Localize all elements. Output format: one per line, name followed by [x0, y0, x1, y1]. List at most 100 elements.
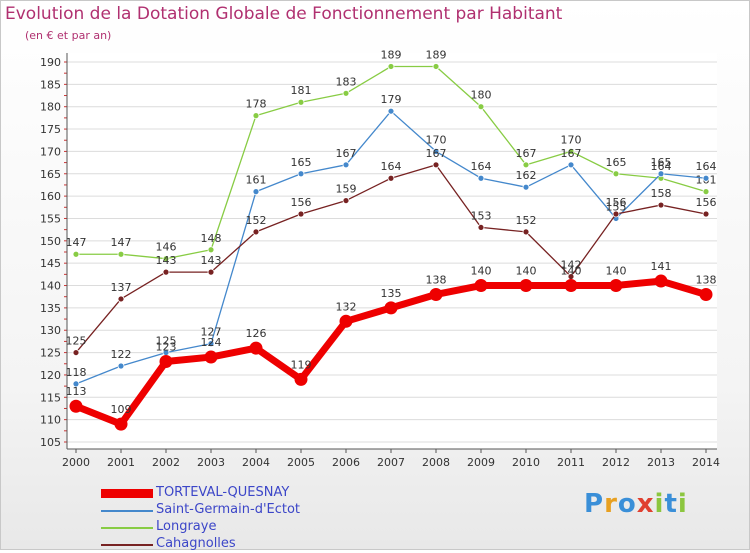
- data-label-cahagnolles: 137: [111, 281, 132, 294]
- data-point-torteval-quesnay: [609, 279, 623, 293]
- data-point-cahagnolles: [252, 228, 260, 236]
- x-tick-label: 2002: [152, 456, 180, 469]
- data-label-longraye: 148: [201, 232, 222, 245]
- x-tick-label: 2008: [422, 456, 450, 469]
- legend-swatch: [101, 489, 153, 498]
- data-point-torteval-quesnay: [429, 287, 443, 301]
- data-point-cahagnolles: [387, 174, 395, 182]
- x-tick-label: 2013: [647, 456, 675, 469]
- data-point-cahagnolles: [657, 201, 665, 209]
- data-label-saint-germain-d-ectot: 167: [336, 147, 357, 160]
- data-point-cahagnolles: [612, 210, 620, 218]
- data-point-longraye: [612, 170, 620, 178]
- data-point-longraye: [342, 89, 350, 97]
- data-point-saint-germain-d-ectot: [252, 188, 260, 196]
- y-tick-label: 180: [40, 101, 61, 114]
- data-label-torteval-quesnay: 119: [291, 358, 312, 371]
- data-point-longraye: [72, 250, 80, 258]
- data-label-cahagnolles: 143: [156, 254, 177, 267]
- data-label-longraye: 165: [606, 156, 627, 169]
- x-tick-label: 2001: [107, 456, 135, 469]
- data-label-longraye: 189: [426, 48, 447, 61]
- data-label-cahagnolles: 156: [606, 196, 627, 209]
- data-point-saint-germain-d-ectot: [72, 380, 80, 388]
- x-tick-label: 2006: [332, 456, 360, 469]
- data-point-longraye: [477, 103, 485, 111]
- data-label-saint-germain-d-ectot: 118: [66, 366, 87, 379]
- data-label-saint-germain-d-ectot: 179: [381, 93, 402, 106]
- data-point-saint-germain-d-ectot: [387, 107, 395, 115]
- data-point-longraye: [207, 246, 215, 254]
- data-label-cahagnolles: 156: [696, 196, 717, 209]
- data-label-longraye: 147: [111, 236, 132, 249]
- data-label-cahagnolles: 164: [381, 160, 402, 173]
- data-label-longraye: 170: [561, 133, 582, 146]
- data-label-longraye: 147: [66, 236, 87, 249]
- y-tick-label: 105: [40, 436, 61, 449]
- legend-label: Saint-Germain-d'Ectot: [156, 502, 301, 517]
- data-point-longraye: [522, 161, 530, 169]
- data-label-torteval-quesnay: 109: [111, 403, 132, 416]
- data-label-saint-germain-d-ectot: 165: [651, 156, 672, 169]
- x-tick-label: 2005: [287, 456, 315, 469]
- data-label-longraye: 181: [291, 84, 312, 97]
- x-tick-label: 2011: [557, 456, 585, 469]
- data-label-longraye: 178: [246, 98, 267, 111]
- legend-swatch: [101, 544, 153, 546]
- data-label-saint-germain-d-ectot: 125: [156, 335, 177, 348]
- data-point-saint-germain-d-ectot: [567, 161, 575, 169]
- data-point-torteval-quesnay: [474, 279, 488, 293]
- data-label-torteval-quesnay: 138: [426, 273, 447, 286]
- data-point-saint-germain-d-ectot: [297, 170, 305, 178]
- y-tick-label: 150: [40, 235, 61, 248]
- legend-label: Longraye: [156, 519, 217, 534]
- data-point-cahagnolles: [72, 349, 80, 356]
- y-tick-label: 140: [40, 280, 61, 293]
- data-label-cahagnolles: 152: [246, 214, 267, 227]
- data-point-longraye: [297, 98, 305, 106]
- data-point-longraye: [252, 112, 260, 120]
- data-point-longraye: [567, 148, 575, 155]
- data-point-saint-germain-d-ectot: [342, 161, 350, 169]
- data-label-cahagnolles: 159: [336, 183, 357, 196]
- data-label-cahagnolles: 143: [201, 254, 222, 267]
- data-point-saint-germain-d-ectot: [117, 362, 125, 370]
- y-tick-label: 190: [40, 56, 61, 69]
- proxiti-logo: Proxiti: [584, 489, 688, 519]
- y-tick-label: 175: [40, 123, 61, 136]
- data-point-torteval-quesnay: [204, 350, 218, 364]
- data-point-torteval-quesnay: [69, 399, 83, 413]
- data-label-cahagnolles: 167: [426, 147, 447, 160]
- data-point-longraye: [387, 63, 395, 70]
- data-label-longraye: 189: [381, 48, 402, 61]
- data-point-torteval-quesnay: [249, 341, 263, 355]
- y-tick-label: 115: [40, 391, 61, 404]
- data-label-saint-germain-d-ectot: 167: [561, 147, 582, 160]
- data-label-torteval-quesnay: 140: [606, 265, 627, 278]
- x-tick-label: 2007: [377, 456, 405, 469]
- data-label-torteval-quesnay: 140: [471, 265, 492, 278]
- data-point-torteval-quesnay: [114, 417, 128, 431]
- chart-title: Evolution de la Dotation Globale de Fonc…: [5, 4, 563, 24]
- data-label-cahagnolles: 125: [66, 335, 87, 348]
- x-tick-label: 2003: [197, 456, 225, 469]
- data-label-cahagnolles: 142: [561, 259, 582, 272]
- legend-swatch: [101, 527, 153, 529]
- data-label-torteval-quesnay: 141: [651, 260, 672, 273]
- data-label-cahagnolles: 152: [516, 214, 537, 227]
- data-point-saint-germain-d-ectot: [207, 340, 215, 348]
- data-point-cahagnolles: [207, 268, 215, 276]
- legend-label: Cahagnolles: [156, 536, 236, 551]
- y-tick-label: 120: [40, 369, 61, 382]
- data-point-saint-germain-d-ectot: [432, 148, 440, 155]
- data-label-torteval-quesnay: 126: [246, 327, 267, 340]
- data-label-torteval-quesnay: 123: [156, 341, 177, 354]
- data-label-torteval-quesnay: 135: [381, 287, 402, 300]
- data-label-longraye: 164: [651, 160, 672, 173]
- data-point-saint-germain-d-ectot: [477, 174, 485, 182]
- data-point-cahagnolles: [297, 210, 305, 218]
- x-tick-label: 2000: [62, 456, 90, 469]
- data-point-cahagnolles: [342, 197, 350, 204]
